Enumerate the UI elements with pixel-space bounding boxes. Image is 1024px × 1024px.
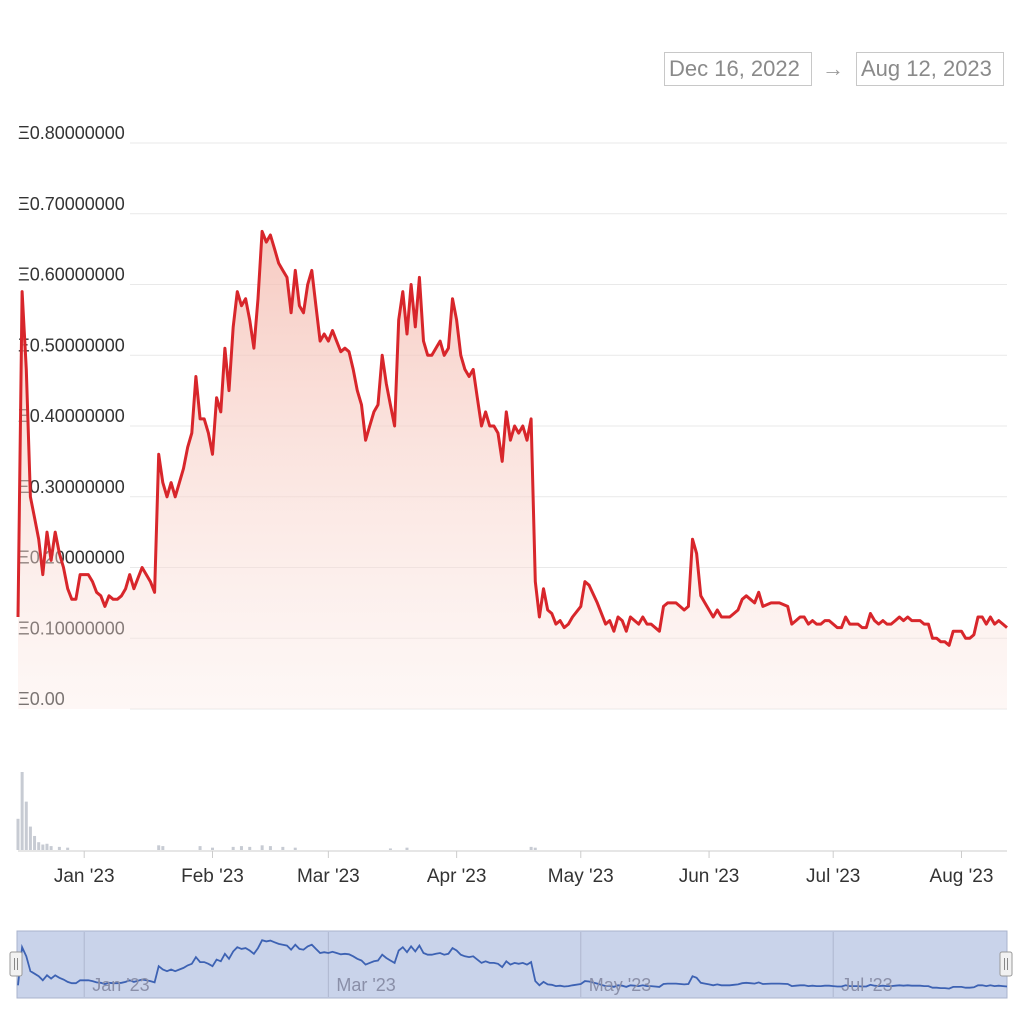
- end-date-input[interactable]: Aug 12, 2023: [856, 52, 1004, 86]
- x-axis: Jan '23 Feb '23 Mar '23 Apr '23 May '23 Jun '…: [54, 851, 994, 887]
- navigator-left-handle[interactable]: [9, 951, 23, 977]
- volume-bar: [231, 846, 235, 850]
- volume-bar: [161, 846, 165, 850]
- navigator[interactable]: Jan '23 Mar '23 May '23 Jul '23: [9, 930, 1013, 999]
- volume-bar: [45, 843, 49, 850]
- navigator-tick-label: Mar '23: [336, 975, 395, 995]
- price-area: [18, 231, 1007, 709]
- x-tick-label: Jun '23: [679, 866, 740, 887]
- price-line: [16, 229, 1008, 647]
- volume-bar: [157, 845, 161, 850]
- navigator-ticks: Jan '23 Mar '23 May '23 Jul '23: [92, 975, 892, 995]
- volume-bar: [24, 801, 28, 850]
- navigator-tick-label: Jan '23: [92, 975, 149, 995]
- y-tick-label: Ξ0.70000000: [18, 194, 125, 214]
- volume-bar: [28, 826, 32, 850]
- volume-bar: [210, 847, 214, 850]
- x-tick-label: Apr '23: [427, 866, 487, 887]
- volume-bar: [533, 847, 537, 850]
- volume-bar: [239, 846, 243, 850]
- volume-bar: [49, 846, 53, 850]
- y-tick-label: Ξ0.50000000: [18, 335, 125, 355]
- x-tick-label: Jul '23: [806, 866, 860, 887]
- volume-bar: [16, 818, 20, 850]
- volume-bar: [388, 848, 392, 850]
- y-tick-label: Ξ0.80000000: [18, 123, 125, 143]
- y-tick-label: Ξ0.40000000: [18, 406, 125, 426]
- volume-bar: [268, 846, 272, 850]
- volume-bar: [405, 847, 409, 850]
- x-tick-label: Aug '23: [930, 866, 994, 887]
- start-date-input[interactable]: Dec 16, 2022: [664, 52, 812, 86]
- navigator-line: [17, 939, 1008, 990]
- volume-bar: [248, 846, 252, 850]
- volume-bars: [16, 772, 537, 850]
- y-tick-label: Ξ0.60000000: [18, 265, 125, 285]
- volume-bar: [281, 846, 285, 850]
- x-tick-label: May '23: [548, 866, 614, 887]
- navigator-right-handle[interactable]: [999, 951, 1013, 977]
- volume-bar: [529, 846, 533, 850]
- volume-bar: [33, 835, 37, 850]
- navigator-tick-label: May '23: [589, 975, 651, 995]
- volume-bar: [37, 842, 41, 850]
- range-arrow-icon: →: [822, 56, 844, 81]
- y-tick-label: Ξ0.30000000: [18, 477, 125, 497]
- volume-bar: [260, 845, 264, 850]
- volume-bar: [41, 844, 45, 850]
- volume-bar: [293, 847, 297, 850]
- volume-bar: [20, 772, 24, 850]
- x-tick-label: Mar '23: [297, 866, 360, 887]
- x-tick-label: Feb '23: [181, 866, 244, 887]
- x-tick-label: Jan '23: [54, 866, 115, 887]
- volume-bar: [57, 846, 61, 850]
- volume-bar: [198, 846, 202, 850]
- volume-bar: [66, 847, 70, 850]
- navigator-tick-label: Jul '23: [841, 975, 892, 995]
